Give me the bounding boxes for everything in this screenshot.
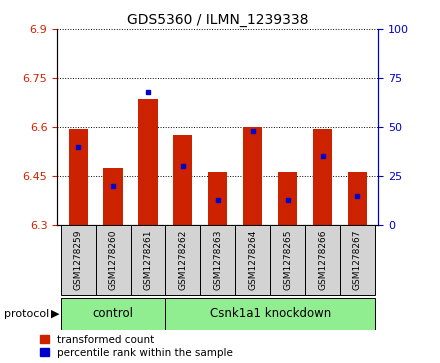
Legend: transformed count, percentile rank within the sample: transformed count, percentile rank withi… — [40, 335, 233, 358]
Bar — [278, 172, 297, 225]
Bar — [200, 225, 235, 295]
Bar — [243, 127, 262, 225]
Bar — [348, 172, 367, 225]
Bar — [340, 225, 375, 295]
Text: GSM1278259: GSM1278259 — [73, 230, 83, 290]
Text: GSM1278266: GSM1278266 — [318, 230, 327, 290]
Title: GDS5360 / ILMN_1239338: GDS5360 / ILMN_1239338 — [127, 13, 308, 26]
Text: GSM1278263: GSM1278263 — [213, 230, 222, 290]
Bar — [235, 225, 270, 295]
Bar — [61, 298, 165, 330]
Text: Csnk1a1 knockdown: Csnk1a1 knockdown — [209, 307, 331, 321]
Text: GSM1278264: GSM1278264 — [248, 230, 257, 290]
Text: control: control — [92, 307, 134, 321]
Bar — [208, 172, 227, 225]
Bar — [103, 168, 123, 225]
Bar — [69, 129, 88, 225]
Bar — [165, 298, 375, 330]
Bar — [313, 129, 332, 225]
Bar — [138, 99, 158, 225]
Text: GSM1278260: GSM1278260 — [109, 230, 117, 290]
Bar — [173, 135, 192, 225]
Bar — [95, 225, 131, 295]
Text: ▶: ▶ — [51, 309, 59, 319]
Bar — [305, 225, 340, 295]
Text: GSM1278265: GSM1278265 — [283, 230, 292, 290]
Bar — [61, 225, 95, 295]
Text: GSM1278267: GSM1278267 — [353, 230, 362, 290]
Text: GSM1278261: GSM1278261 — [143, 230, 153, 290]
Text: protocol: protocol — [4, 309, 50, 319]
Bar — [131, 225, 165, 295]
Bar — [270, 225, 305, 295]
Text: GSM1278262: GSM1278262 — [178, 230, 187, 290]
Bar — [165, 225, 200, 295]
